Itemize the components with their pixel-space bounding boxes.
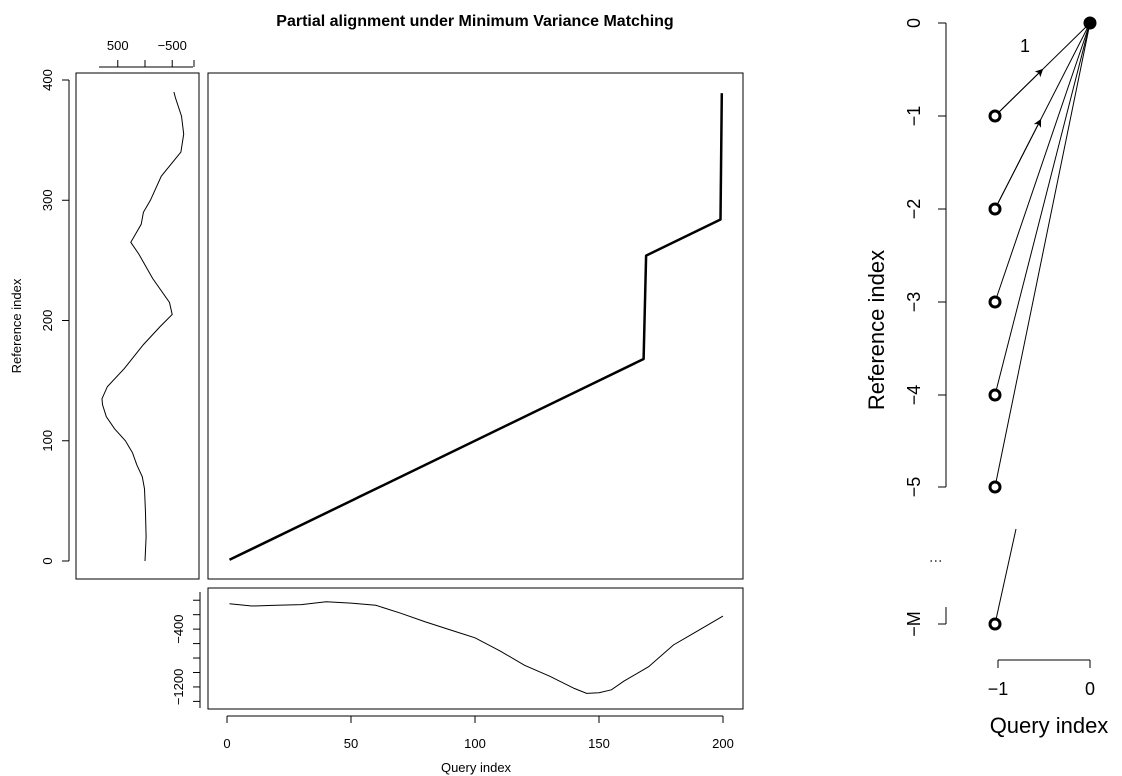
main-alignment-plot: 0 50 100 150 200 0 100 200 300 400 — [40, 69, 734, 751]
x-tick-label: 100 — [464, 736, 486, 751]
step-arrow — [994, 118, 1042, 210]
top-tick-label: −500 — [158, 38, 187, 53]
step-y-tick-label: −1 — [904, 106, 924, 127]
step-y-tick-label: −3 — [904, 292, 924, 313]
step-line — [994, 22, 1091, 303]
step-y-tick-label: −2 — [904, 199, 924, 220]
bottom-y-tick-label: −400 — [171, 614, 186, 643]
step-line — [994, 22, 1091, 396]
step-y-tick-label: −5 — [904, 477, 924, 498]
step-x-tick-label: −1 — [988, 679, 1009, 699]
open-point — [988, 617, 1002, 631]
query-signal-panel: −400 −1200 — [171, 592, 724, 708]
x-axis-label: Query index — [441, 760, 512, 775]
reference-signal-line — [101, 91, 185, 562]
main-plot-frame — [207, 72, 744, 580]
open-point — [988, 295, 1002, 309]
step-y-tick-label: 0 — [904, 18, 924, 28]
step-arrow — [994, 68, 1044, 117]
x-tick-label: 0 — [223, 736, 230, 751]
step-y-tick-label: −4 — [904, 385, 924, 406]
bottom-panel-frame — [207, 587, 744, 710]
chart-title: Partial alignment under Minimum Variance… — [276, 13, 673, 30]
alignment-path — [228, 93, 724, 561]
step-y-tick-label: −M — [904, 611, 924, 637]
step-pattern-x-label: Query index — [990, 713, 1109, 738]
y-tick-label: 400 — [40, 69, 55, 91]
open-point — [988, 109, 1002, 123]
x-tick-label: 200 — [712, 736, 734, 751]
step-line — [994, 528, 1017, 625]
step-line — [994, 22, 1091, 488]
x-tick-label: 150 — [588, 736, 610, 751]
x-tick-label: 50 — [344, 736, 358, 751]
step-x-tick-label: 0 — [1085, 679, 1095, 699]
y-tick-label: 100 — [40, 430, 55, 452]
reference-signal-panel: 500 −500 — [99, 38, 195, 562]
open-point — [988, 388, 1002, 402]
step-pattern-y-label: Reference index — [864, 250, 889, 410]
y-tick-label: 300 — [40, 189, 55, 211]
ellipsis-label: ⋮ — [928, 555, 943, 568]
left-panel-frame — [75, 72, 200, 580]
filled-point — [1083, 16, 1097, 30]
y-axis-label: Reference index — [9, 278, 24, 373]
y-tick-label: 0 — [40, 557, 55, 564]
y-tick-label: 200 — [40, 310, 55, 332]
step-weight-label: 1 — [1020, 36, 1030, 56]
bottom-y-tick-label: −1200 — [171, 669, 186, 706]
top-tick-label: 500 — [107, 38, 129, 53]
open-point — [988, 202, 1002, 216]
query-signal-line — [229, 601, 724, 694]
step-pattern-diagram: 0 −1 −2 −3 −4 −5 −M −1 0 1 ⋮ — [904, 16, 1097, 699]
open-point — [988, 480, 1002, 494]
